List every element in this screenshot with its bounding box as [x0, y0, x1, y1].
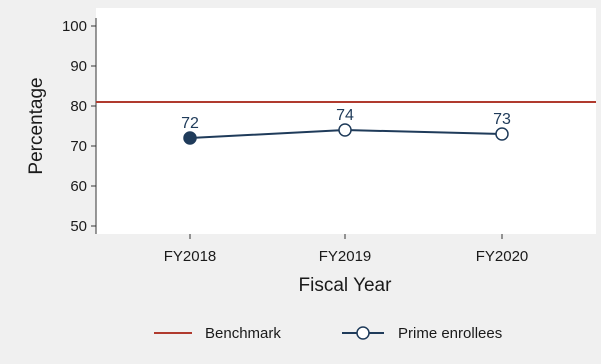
- x-axis-ticks: FY2018 FY2019 FY2020: [164, 234, 529, 265]
- legend: Benchmark Prime enrollees: [154, 325, 502, 342]
- legend-series-marker: [356, 326, 370, 340]
- y-tick-label-100: 100: [62, 18, 87, 35]
- legend-series-label: Prime enrollees: [398, 325, 502, 342]
- data-label-FY2020: 73: [493, 111, 511, 128]
- legend-benchmark-label: Benchmark: [205, 325, 281, 342]
- y-tick-label-60: 60: [70, 178, 87, 195]
- y-tick-label-70: 70: [70, 138, 87, 155]
- x-tick-label-FY2019: FY2019: [319, 248, 372, 265]
- data-point-FY2019: [338, 123, 352, 137]
- data-points: 72 74 73: [181, 107, 511, 145]
- x-tick-label-FY2018: FY2018: [164, 248, 217, 265]
- x-tick-label-FY2020: FY2020: [476, 248, 529, 265]
- y-axis-title: Percentage: [26, 77, 47, 174]
- y-tick-label-50: 50: [70, 218, 87, 235]
- plot-area: [96, 8, 596, 234]
- x-axis-title: Fiscal Year: [299, 275, 393, 296]
- data-point-FY2018: [183, 131, 197, 145]
- y-tick-label-80: 80: [70, 98, 87, 115]
- y-axis-ticks: 50 60 70 80 90 100: [62, 18, 96, 235]
- data-point-FY2020: [495, 127, 509, 141]
- data-label-FY2019: 74: [336, 107, 354, 124]
- y-tick-label-90: 90: [70, 58, 87, 75]
- data-label-FY2018: 72: [181, 115, 199, 132]
